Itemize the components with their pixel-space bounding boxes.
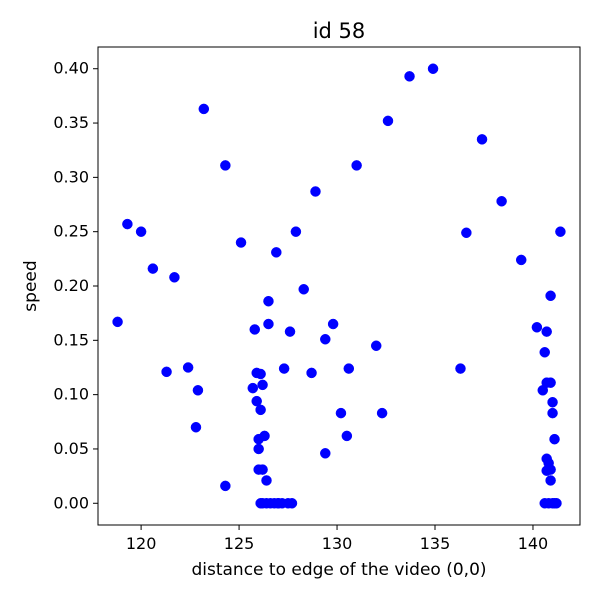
- scatter-point: [263, 295, 274, 307]
- x-tick-label: 130: [322, 534, 353, 553]
- scatter-point: [547, 407, 558, 419]
- scatter-point: [169, 272, 180, 283]
- scatter-point: [284, 326, 296, 337]
- y-tick-label: 0.25: [53, 222, 89, 241]
- scatter-point: [547, 396, 558, 408]
- scatter-point: [310, 186, 321, 197]
- scatter-point: [404, 71, 415, 82]
- scatter-point: [327, 318, 339, 330]
- x-axis: 120 125 130 135 140: [126, 525, 548, 553]
- x-tick-label: 120: [126, 534, 157, 553]
- scatter-point: [112, 316, 123, 328]
- scatter-point: [276, 498, 288, 509]
- scatter-point: [198, 103, 210, 115]
- chart-title: id 58: [313, 19, 366, 43]
- scatter-point: [135, 226, 147, 237]
- y-axis-label: speed: [21, 260, 41, 311]
- scatter-point: [351, 160, 362, 171]
- scatter-point: [263, 318, 274, 330]
- x-tick-label: 135: [420, 534, 451, 553]
- y-tick-label: 0.30: [53, 167, 89, 186]
- scatter-point: [545, 377, 556, 388]
- scatter-point: [476, 134, 488, 145]
- scatter-point: [286, 498, 298, 509]
- scatter-point: [545, 290, 556, 302]
- scatter-point: [249, 324, 260, 335]
- scatter-point: [220, 480, 231, 492]
- y-axis: 0.00 0.05 0.10 0.15 0.20 0.25 0.30 0.35 0.40: [53, 59, 98, 512]
- scatter-point: [192, 385, 204, 396]
- scatter-point: [235, 237, 247, 248]
- scatter-point: [370, 340, 382, 351]
- scatter-point: [539, 347, 550, 358]
- scatter-point: [320, 333, 331, 345]
- scatter-point: [190, 421, 202, 433]
- scatter-point: [247, 382, 259, 394]
- x-tick-label: 125: [224, 534, 255, 553]
- scatter-point: [341, 430, 353, 442]
- y-tick-label: 0.10: [53, 385, 89, 404]
- scatter-point: [161, 366, 172, 378]
- scatter-point: [531, 322, 543, 333]
- scatter-point: [541, 326, 552, 337]
- scatter-point: [255, 368, 266, 380]
- scatter-point: [257, 464, 268, 475]
- scatter-point: [147, 263, 159, 274]
- scatter-point: [496, 196, 507, 207]
- y-tick-label: 0.15: [53, 330, 89, 349]
- scatter-point: [257, 379, 268, 391]
- scatter-point: [290, 226, 302, 237]
- scatter-point: [278, 363, 290, 374]
- scatter-point: [306, 367, 317, 379]
- x-tick-label: 140: [518, 534, 549, 553]
- plot-area: [112, 63, 566, 509]
- scatter-point: [259, 430, 270, 442]
- scatter-point: [515, 254, 527, 266]
- scatter-point: [382, 115, 394, 127]
- scatter-point: [251, 395, 262, 407]
- x-axis-label: distance to edge of the video (0,0): [191, 560, 486, 580]
- y-tick-label: 0.35: [53, 113, 89, 132]
- y-tick-label: 0.40: [53, 59, 89, 78]
- scatter-point: [335, 407, 347, 419]
- y-tick-label: 0.20: [53, 276, 89, 295]
- scatter-point: [298, 284, 309, 295]
- scatter-point: [549, 433, 560, 445]
- scatter-point: [545, 475, 556, 486]
- scatter-point: [455, 363, 466, 374]
- scatter-point: [261, 475, 272, 486]
- scatter-point: [255, 404, 266, 416]
- scatter-point: [343, 363, 355, 374]
- scatter-point: [461, 227, 472, 239]
- scatter-point: [320, 448, 331, 459]
- y-tick-label: 0.00: [53, 493, 89, 512]
- scatter-point: [545, 464, 556, 475]
- y-tick-label: 0.05: [53, 439, 89, 458]
- scatter-point: [122, 218, 133, 230]
- scatter-point: [271, 247, 282, 258]
- scatter-point: [427, 63, 439, 74]
- scatter-point: [253, 443, 264, 455]
- plot-frame: [97, 46, 581, 526]
- scatter-point: [182, 362, 194, 373]
- scatter-point: [220, 160, 231, 171]
- scatter-point: [376, 407, 388, 419]
- scatter-point: [555, 226, 566, 237]
- scatter-point: [549, 498, 560, 509]
